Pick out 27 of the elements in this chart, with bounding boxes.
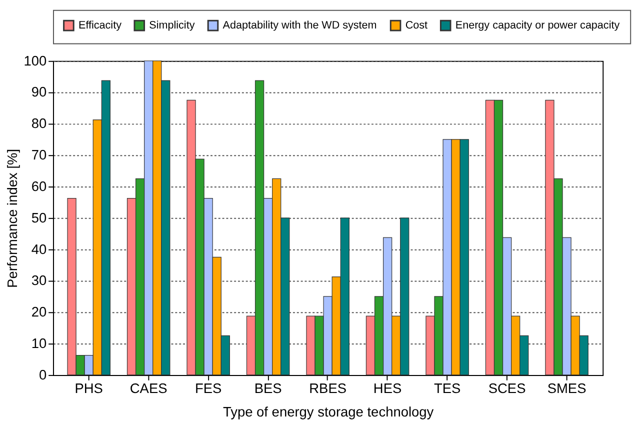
legend-label: Energy capacity or power capacity [455, 20, 620, 32]
y-tick-label: 30 [31, 273, 47, 288]
x-tick-label: PHS [74, 381, 103, 396]
y-axis-title: Performance index [%] [4, 148, 20, 288]
y-tick-label: 70 [31, 148, 47, 163]
y-tick-label: 60 [31, 178, 47, 194]
x-tick-label: SMES [547, 381, 586, 396]
y-tick-label: 40 [31, 242, 47, 257]
x-tick-label: RBES [309, 381, 347, 396]
x-axis-title: Type of energy storage technology [222, 404, 434, 420]
legend-label: Adaptability with the WD system [222, 20, 377, 32]
y-tick-label: 20 [31, 304, 47, 320]
x-tick-label: CAES [130, 381, 168, 396]
legend-label: Efficacity [78, 20, 122, 32]
y-tick-label: 50 [31, 210, 47, 226]
legend-label: Cost [405, 20, 428, 32]
x-tick-label: TES [434, 381, 461, 396]
y-tick-label: 0 [38, 367, 47, 382]
y-tick-label: 10 [31, 336, 47, 351]
x-tick-label: FES [194, 381, 222, 396]
x-tick-label: BES [254, 381, 282, 396]
y-tick-label: 90 [31, 84, 47, 100]
y-tick-label: 80 [31, 116, 47, 132]
y-tick-label: 100 [24, 53, 47, 68]
x-tick-label: HES [373, 381, 402, 396]
legend-label: Simplicity [149, 20, 196, 32]
x-tick-label: SCES [488, 381, 526, 396]
